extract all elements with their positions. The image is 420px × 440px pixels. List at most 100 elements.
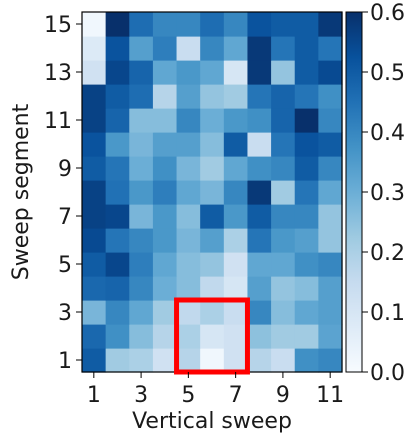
heatmap-cell: [105, 324, 130, 349]
heatmap-cell: [271, 108, 296, 133]
heatmap-cell: [200, 84, 225, 109]
y-tick-label: 13: [44, 61, 72, 86]
heatmap-cell: [271, 180, 296, 205]
heatmap-cell: [200, 252, 225, 277]
heatmap-cell: [200, 324, 225, 349]
heatmap-cell: [318, 156, 343, 181]
heatmap-cell: [247, 204, 272, 229]
heatmap-cell: [176, 324, 201, 349]
heatmap-cell: [223, 108, 249, 133]
heatmap-cell: [82, 204, 107, 229]
y-tick-label: 11: [44, 109, 72, 134]
heatmap-cell: [200, 12, 225, 37]
heatmap-cell: [176, 132, 201, 157]
heatmap-cell: [223, 36, 249, 61]
heatmap-cell: [152, 84, 178, 109]
heatmap-cell: [271, 204, 296, 229]
heatmap-cell: [223, 180, 249, 205]
heatmap-cell: [105, 300, 130, 325]
heatmap-cell: [176, 348, 201, 373]
y-tick-label: 7: [58, 205, 72, 230]
heatmap-cell: [294, 276, 319, 301]
heatmap-cell: [152, 12, 178, 37]
x-axis-label: Vertical sweep: [132, 409, 292, 434]
heatmap-cell: [129, 204, 154, 229]
heatmap-cell: [152, 228, 178, 253]
heatmap-cell: [271, 276, 296, 301]
heatmap-cell: [318, 276, 343, 301]
heatmap-cell: [152, 132, 178, 157]
heatmap-cell: [152, 300, 178, 325]
heatmap-cell: [247, 252, 272, 277]
heatmap-cell: [129, 252, 154, 277]
heatmap-cell: [318, 36, 343, 61]
heatmap-cell: [223, 276, 249, 301]
x-tick-label: 7: [229, 383, 243, 408]
heatmap-cell: [223, 252, 249, 277]
heatmap-cell: [82, 348, 107, 373]
heatmap-cell: [294, 180, 319, 205]
heatmap-cell: [152, 252, 178, 277]
heatmap-cell: [247, 132, 272, 157]
heatmap-cell: [271, 156, 296, 181]
heatmap-cell: [82, 180, 107, 205]
heatmap-cell: [105, 228, 130, 253]
y-axis-label: Sweep segment: [9, 103, 34, 280]
colorbar-ticks: 0.0 0.1 0.2 0.3 0.4 0.5 0.6: [362, 1, 405, 386]
heatmap-cell: [200, 276, 225, 301]
heatmap-cell: [152, 324, 178, 349]
heatmap-cell: [200, 180, 225, 205]
heatmap-cell: [294, 84, 319, 109]
heatmap-cell: [223, 204, 249, 229]
heatmap-cell: [176, 108, 201, 133]
heatmap-cell: [152, 276, 178, 301]
heatmap-cell: [271, 300, 296, 325]
heatmap-cell: [129, 132, 154, 157]
heatmap-cell: [105, 252, 130, 277]
heatmap-cell: [318, 180, 343, 205]
heatmap-cells: [82, 12, 343, 373]
heatmap-cell: [129, 348, 154, 373]
colorbar-tick-label: 0.1: [370, 301, 405, 326]
heatmap-cell: [82, 276, 107, 301]
heatmap-cell: [129, 228, 154, 253]
heatmap-cell: [176, 12, 201, 37]
heatmap-cell: [176, 180, 201, 205]
x-tick-label: 3: [134, 383, 148, 408]
x-tick-label: 5: [181, 383, 195, 408]
heatmap-cell: [200, 156, 225, 181]
heatmap-cell: [176, 276, 201, 301]
heatmap-cell: [223, 348, 249, 373]
heatmap-cell: [82, 228, 107, 253]
heatmap-cell: [105, 348, 130, 373]
heatmap-cell: [223, 12, 249, 37]
colorbar-tick-label: 0.4: [370, 121, 405, 146]
heatmap-cell: [294, 60, 319, 85]
heatmap-cell: [129, 324, 154, 349]
heatmap-cell: [105, 108, 130, 133]
heatmap-cell: [318, 108, 343, 133]
heatmap-cell: [82, 84, 107, 109]
heatmap-cell: [176, 300, 201, 325]
heatmap-cell: [247, 348, 272, 373]
heatmap-cell: [247, 300, 272, 325]
colorbar-tick-label: 0.6: [370, 1, 405, 26]
heatmap-cell: [129, 36, 154, 61]
heatmap-cell: [318, 228, 343, 253]
heatmap-cell: [318, 204, 343, 229]
heatmap-cell: [200, 228, 225, 253]
heatmap-cell: [82, 252, 107, 277]
heatmap-cell: [82, 132, 107, 157]
heatmap-cell: [223, 156, 249, 181]
heatmap-cell: [247, 12, 272, 37]
heatmap-cell: [176, 36, 201, 61]
heatmap-cell: [82, 156, 107, 181]
colorbar-tick-label: 0.5: [370, 61, 405, 86]
heatmap-cell: [247, 156, 272, 181]
heatmap-cell: [271, 228, 296, 253]
heatmap-cell: [318, 132, 343, 157]
colorbar-tick-label: 0.0: [370, 361, 405, 386]
heatmap-cell: [294, 300, 319, 325]
heatmap-cell: [223, 132, 249, 157]
heatmap-cell: [247, 60, 272, 85]
